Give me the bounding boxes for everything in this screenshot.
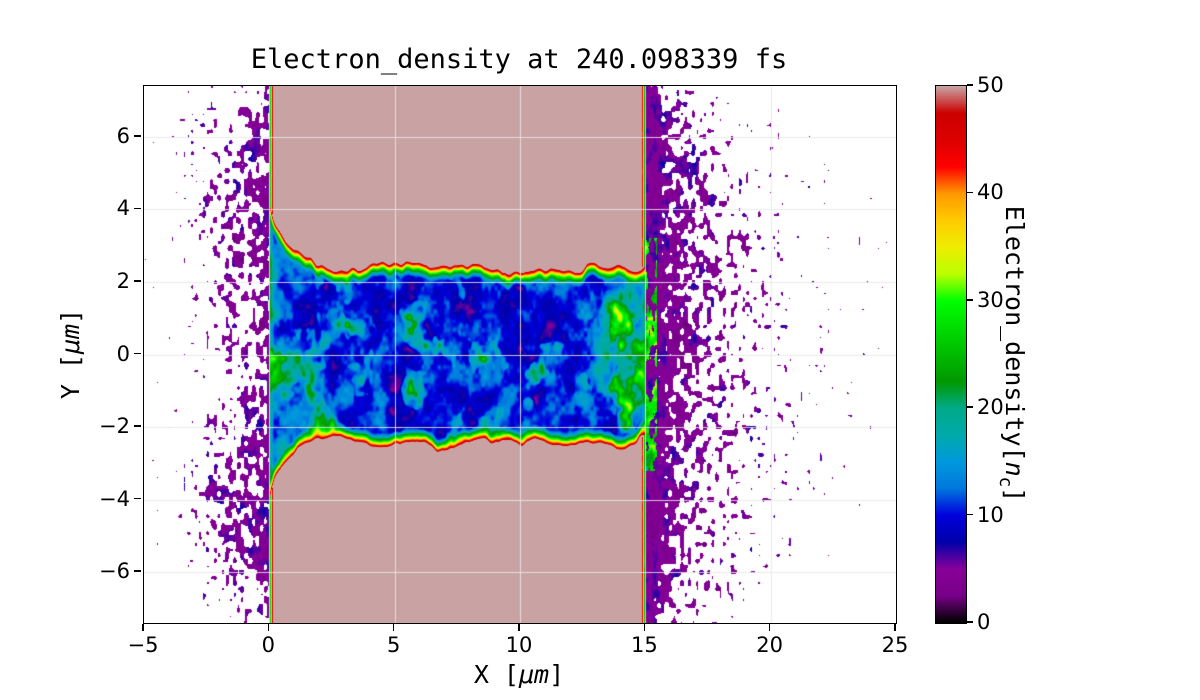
- colorbar-label-text: Electron_density[: [1000, 205, 1029, 462]
- x-tick-label: −5: [127, 633, 159, 657]
- x-tick-label: 15: [630, 633, 658, 657]
- colorbar-tick: [967, 299, 973, 301]
- colorbar-tick-label: 50: [977, 73, 1004, 97]
- colorbar-canvas: [936, 86, 966, 623]
- x-tick: [768, 624, 771, 631]
- y-axis-label: Y [μm]: [56, 264, 85, 444]
- x-axis-label: X [μm]: [143, 660, 895, 689]
- colorbar-tick: [967, 406, 973, 408]
- x-tick-label: 0: [261, 633, 276, 657]
- x-tick: [643, 624, 646, 631]
- y-axis-label-text: Y [: [56, 354, 85, 400]
- chart-title: Electron_density at 240.098339 fs: [250, 44, 788, 75]
- y-tick-label: 4: [116, 196, 130, 221]
- x-tick-label: 10: [505, 633, 533, 657]
- colorbar-tick: [967, 621, 973, 623]
- colorbar-label-sub: c: [995, 476, 1015, 488]
- colorbar-tick-label: 20: [977, 395, 1004, 420]
- y-tick: [134, 207, 141, 210]
- y-tick: [134, 352, 141, 355]
- x-axis-label-suffix: ]: [549, 660, 565, 689]
- y-tick-label: 2: [116, 268, 130, 293]
- colorbar-tick: [967, 513, 973, 516]
- x-tick-label: 5: [386, 633, 401, 657]
- colorbar-tick-label: 40: [977, 180, 1004, 205]
- x-tick: [894, 624, 896, 631]
- x-tick-label: 25: [881, 633, 909, 657]
- x-tick: [392, 624, 395, 631]
- x-axis-label-text: X [: [473, 660, 519, 689]
- colorbar-tick-label: 10: [977, 502, 1004, 527]
- colorbar-tick: [967, 191, 973, 194]
- x-axis-unit: μm: [518, 660, 550, 689]
- y-tick-label: −4: [99, 486, 130, 511]
- y-tick-label: −2: [99, 414, 130, 439]
- y-tick-label: 0: [116, 341, 130, 366]
- x-tick: [267, 624, 270, 631]
- colorbar-label-var: n: [1000, 461, 1029, 477]
- y-tick: [134, 280, 141, 282]
- y-tick-label: −6: [99, 559, 130, 584]
- x-tick: [142, 624, 144, 631]
- y-axis-label-suffix: ]: [56, 308, 85, 324]
- y-tick: [134, 497, 141, 500]
- y-tick: [134, 135, 141, 137]
- y-tick-label: 6: [116, 123, 130, 148]
- y-axis-unit: μm: [56, 323, 85, 355]
- x-tick: [518, 624, 520, 631]
- colorbar-label: Electron_density[nc]: [995, 144, 1029, 564]
- x-tick-label: 20: [756, 633, 784, 657]
- heatmap-canvas: [144, 86, 896, 623]
- colorbar-tick-label: 30: [977, 287, 1004, 312]
- colorbar-tick: [967, 84, 973, 86]
- y-tick: [134, 570, 141, 572]
- colorbar: [935, 85, 967, 624]
- colorbar-tick-label: 0: [977, 610, 991, 634]
- plot-area: [143, 85, 897, 624]
- colorbar-label-suffix: ]: [1000, 487, 1029, 503]
- y-tick: [134, 425, 141, 427]
